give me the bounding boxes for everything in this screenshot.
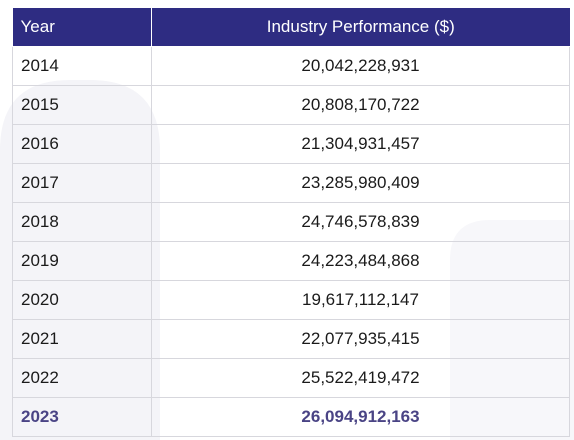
performance-column-header: Industry Performance ($) (151, 8, 570, 47)
year-cell: 2022 (12, 358, 152, 398)
year-column-header: Year (12, 8, 152, 47)
value-cell: 24,746,578,839 (151, 202, 570, 242)
table-row: 2019 24,223,484,868 (12, 241, 570, 281)
value-cell: 23,285,980,409 (151, 163, 570, 203)
year-cell: 2014 (12, 46, 152, 86)
performance-table-container: Year Industry Performance ($) 2014 20,04… (12, 8, 570, 437)
value-cell: 25,522,419,472 (151, 358, 570, 398)
value-cell: 26,094,912,163 (151, 397, 570, 437)
year-cell: 2015 (12, 85, 152, 125)
year-cell: 2017 (12, 163, 152, 203)
table-row: 2014 20,042,228,931 (12, 46, 570, 86)
table-row: 2017 23,285,980,409 (12, 163, 570, 203)
value-cell: 20,808,170,722 (151, 85, 570, 125)
table-header-row: Year Industry Performance ($) (12, 8, 570, 47)
table-row-highlighted: 2023 26,094,912,163 (12, 397, 570, 437)
year-cell: 2023 (12, 397, 152, 437)
table-row: 2016 21,304,931,457 (12, 124, 570, 164)
year-cell: 2018 (12, 202, 152, 242)
year-cell: 2021 (12, 319, 152, 359)
table-row: 2018 24,746,578,839 (12, 202, 570, 242)
value-cell: 21,304,931,457 (151, 124, 570, 164)
year-cell: 2020 (12, 280, 152, 320)
table-row: 2021 22,077,935,415 (12, 319, 570, 359)
value-cell: 24,223,484,868 (151, 241, 570, 281)
value-cell: 22,077,935,415 (151, 319, 570, 359)
table-row: 2015 20,808,170,722 (12, 85, 570, 125)
value-cell: 20,042,228,931 (151, 46, 570, 86)
performance-table: Year Industry Performance ($) 2014 20,04… (12, 8, 570, 437)
table-row: 2020 19,617,112,147 (12, 280, 570, 320)
value-cell: 19,617,112,147 (151, 280, 570, 320)
table-row: 2022 25,522,419,472 (12, 358, 570, 398)
year-cell: 2016 (12, 124, 152, 164)
year-cell: 2019 (12, 241, 152, 281)
